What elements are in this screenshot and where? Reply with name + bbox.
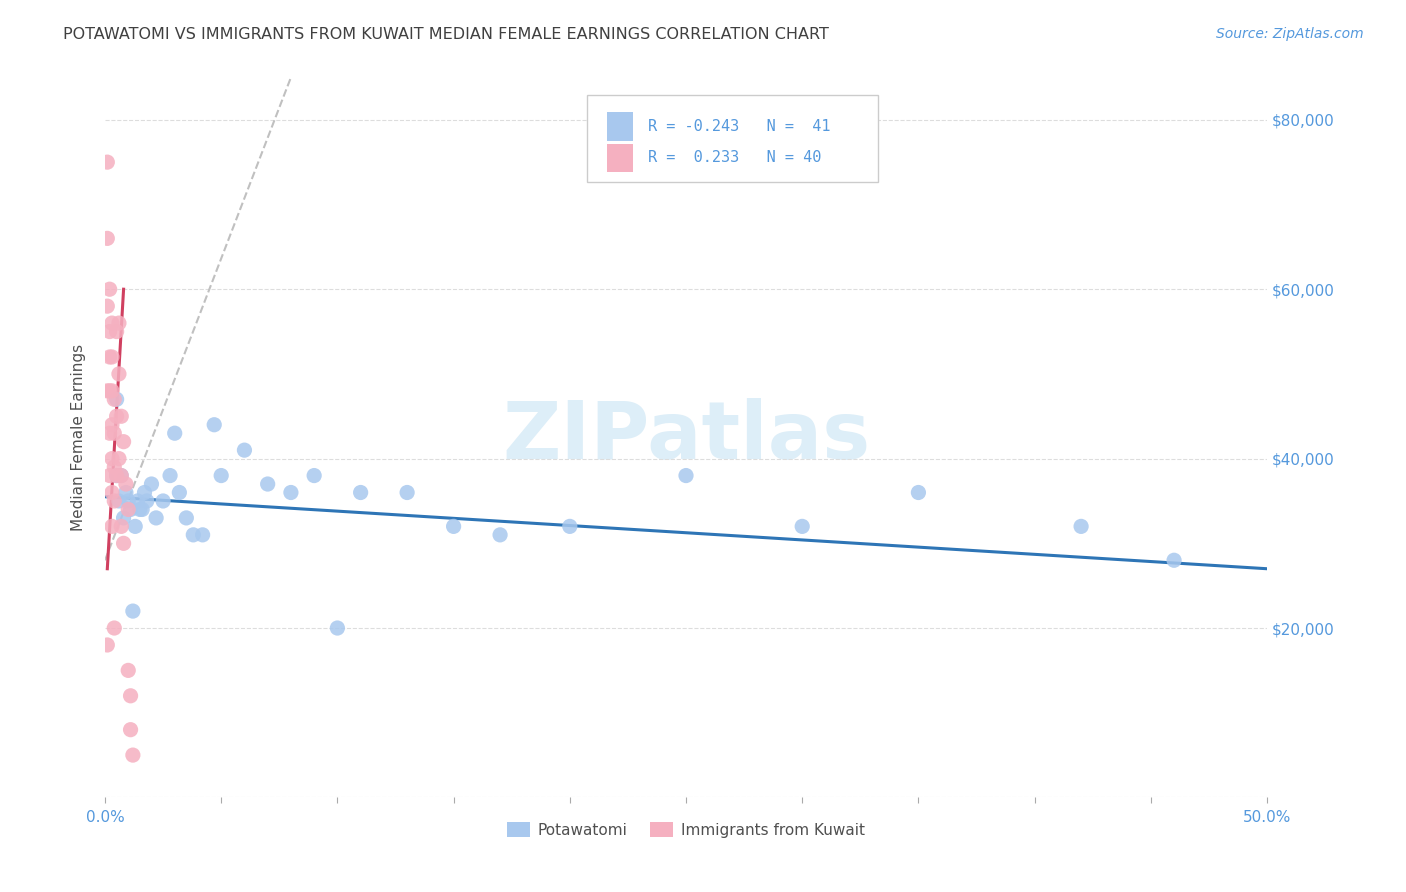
Point (110, 468, 132, 483)
Point (181, 528, 204, 542)
Point (103, 426, 125, 441)
Point (112, 536, 135, 550)
Point (101, 519, 124, 533)
Text: Source: ZipAtlas.com: Source: ZipAtlas.com (1216, 27, 1364, 41)
Point (120, 723, 142, 737)
Point (124, 519, 146, 533)
Point (110, 468, 132, 483)
Point (105, 468, 128, 483)
Point (233, 443, 256, 458)
Point (169, 485, 191, 500)
Point (141, 477, 163, 491)
Point (108, 451, 131, 466)
Point (98, 384, 121, 398)
Y-axis label: Median Female Earnings: Median Female Earnings (72, 344, 86, 531)
Point (176, 511, 198, 525)
Point (98, 426, 121, 441)
Point (152, 494, 174, 508)
Point (96, 231, 118, 245)
Point (120, 689, 142, 703)
Point (115, 477, 138, 491)
Point (96, 155, 118, 169)
Point (117, 494, 139, 508)
Point (163, 426, 186, 441)
Point (326, 621, 349, 635)
Point (103, 392, 125, 407)
Point (105, 468, 128, 483)
Text: POTAWATOMI VS IMMIGRANTS FROM KUWAIT MEDIAN FEMALE EARNINGS CORRELATION CHART: POTAWATOMI VS IMMIGRANTS FROM KUWAIT MED… (63, 27, 830, 42)
Point (98, 350, 121, 364)
Point (280, 485, 302, 500)
Point (98, 468, 121, 483)
Point (443, 519, 465, 533)
Point (489, 528, 512, 542)
Point (105, 325, 128, 339)
Point (101, 316, 124, 330)
Point (112, 434, 135, 449)
Point (117, 502, 139, 516)
Point (1163, 553, 1185, 567)
Point (108, 367, 131, 381)
Point (110, 409, 132, 424)
Point (122, 604, 145, 618)
Point (101, 384, 124, 398)
Point (122, 748, 145, 763)
Point (101, 485, 124, 500)
Point (209, 468, 232, 483)
Point (120, 502, 142, 516)
Point (103, 621, 125, 635)
Point (202, 417, 225, 432)
Point (98, 325, 121, 339)
Point (558, 519, 581, 533)
Legend: Potawatomi, Immigrants from Kuwait: Potawatomi, Immigrants from Kuwait (501, 815, 872, 844)
Point (101, 451, 124, 466)
Point (131, 502, 153, 516)
Point (145, 511, 167, 525)
Point (907, 485, 929, 500)
Point (105, 409, 128, 424)
Point (101, 350, 124, 364)
Point (135, 494, 157, 508)
Point (112, 511, 135, 525)
Point (159, 468, 181, 483)
Bar (607, 112, 633, 141)
Point (127, 494, 149, 508)
Point (96, 299, 118, 313)
Point (96, 638, 118, 652)
Point (108, 494, 131, 508)
Point (96, 384, 118, 398)
Point (792, 519, 814, 533)
Point (349, 485, 371, 500)
Point (191, 528, 214, 542)
Point (675, 468, 697, 483)
Point (128, 502, 150, 516)
Point (101, 417, 124, 432)
Text: R =  0.233   N = 40: R = 0.233 N = 40 (648, 151, 821, 165)
Point (396, 485, 419, 500)
Point (110, 519, 132, 533)
Point (108, 316, 131, 330)
Point (103, 460, 125, 475)
Point (256, 477, 278, 491)
Point (1070, 519, 1092, 533)
Point (302, 468, 325, 483)
Point (105, 392, 128, 407)
Bar (607, 144, 633, 172)
Point (98, 282, 121, 296)
Text: ZIPatlas: ZIPatlas (502, 399, 870, 476)
Point (115, 485, 138, 500)
Text: R = -0.243   N =  41: R = -0.243 N = 41 (648, 119, 830, 134)
Point (117, 664, 139, 678)
Point (134, 485, 156, 500)
FancyBboxPatch shape (588, 95, 877, 182)
Point (103, 494, 125, 508)
